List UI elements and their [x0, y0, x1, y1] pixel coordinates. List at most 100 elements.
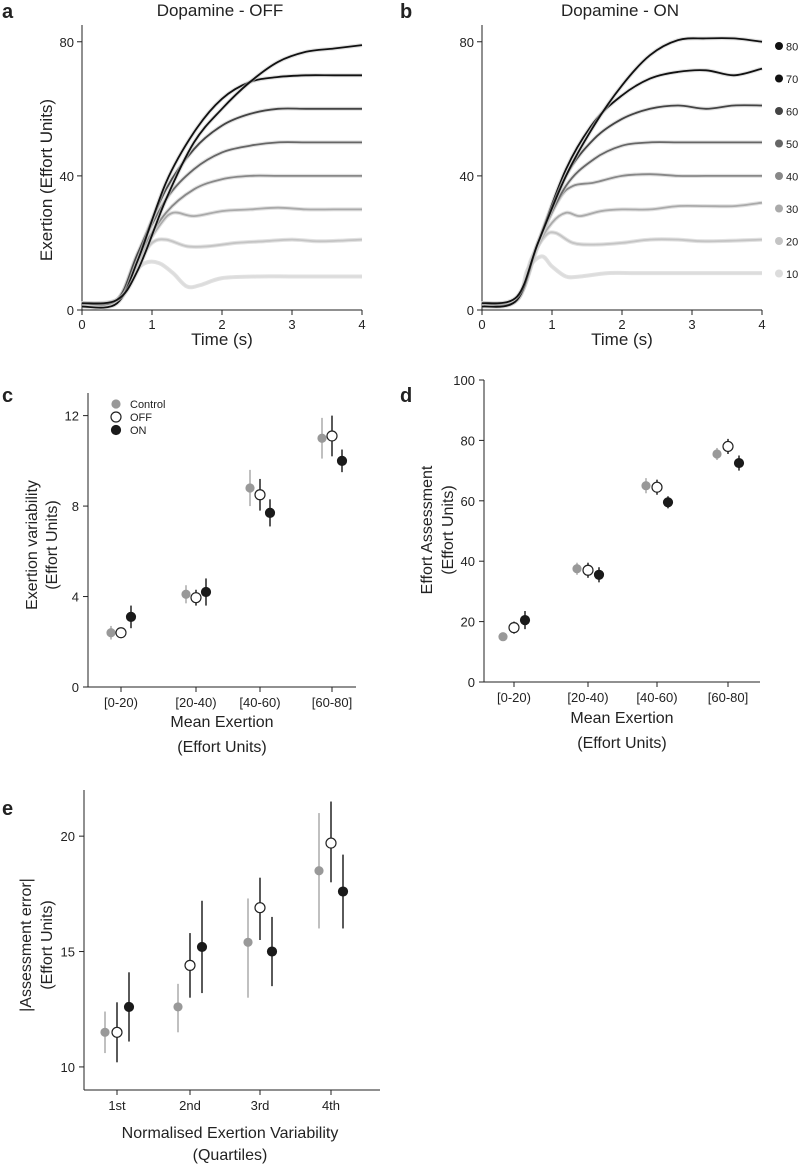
panel-c-ytick-label: 12 — [65, 409, 79, 424]
panel-d-ytick-label: 80 — [461, 433, 475, 448]
panel-b-ytick-label: 40 — [460, 169, 474, 184]
panel-b-xtick-label: 3 — [688, 317, 695, 332]
point-control — [712, 449, 722, 459]
point-control — [245, 483, 255, 493]
series-line-70 — [81, 74, 362, 309]
legend-dot-50 — [775, 139, 783, 148]
panel-c-scatter-chart: Exertion variability (Effort Units) Mean… — [24, 393, 356, 756]
point-on — [264, 507, 276, 518]
legend-label-control: Control — [130, 399, 165, 411]
legend-label-off: OFF — [130, 412, 152, 424]
point-on — [519, 614, 531, 626]
legend-label-20: 20 — [786, 237, 798, 249]
panel-a-xtick-label: 0 — [78, 317, 85, 332]
point-control — [317, 433, 327, 443]
panel-b-xtick-label: 4 — [758, 317, 765, 332]
panel-d-xlabel2: (Effort Units) — [577, 735, 667, 752]
legend-marker-on — [110, 424, 122, 436]
series-band-80 — [481, 36, 763, 306]
panel-b-title: Dopamine - ON — [561, 1, 679, 20]
legend-label-on: ON — [130, 425, 147, 437]
point-control — [243, 937, 253, 947]
panel-d-xtick-label: [20-40) — [567, 690, 608, 705]
panel-a-title: Dopamine - OFF — [157, 1, 284, 20]
point-control — [173, 1002, 183, 1012]
panel-c-ticks: 0 4 8 12 [0-20) [20-40) [40-60) [60-80] — [65, 409, 353, 710]
point-off — [326, 430, 338, 442]
point-off — [254, 902, 266, 914]
point-off — [325, 837, 337, 849]
panel-a-xtick-label: 4 — [358, 317, 365, 332]
panel-d-ytick-label: 60 — [461, 494, 475, 509]
legend-marker-control — [111, 399, 121, 409]
point-control — [100, 1027, 110, 1037]
panel-a-series-layer — [81, 43, 363, 310]
point-off — [184, 959, 196, 971]
legend-label-30: 30 — [786, 204, 798, 216]
series-line-80 — [481, 37, 763, 305]
point-control — [572, 564, 582, 574]
panel-c-points-layer — [106, 415, 348, 640]
legend-label-10: 10 — [786, 269, 798, 281]
panel-d-xtick-label: [60-80] — [708, 690, 748, 705]
panel-d-scatter-chart: Effort Assessment (Effort Units) Mean Ex… — [419, 373, 760, 752]
point-on — [200, 586, 212, 598]
panel-b-ytick-label: 0 — [467, 303, 474, 318]
panel-e-points-layer — [100, 801, 349, 1063]
panel-a-ytick-label: 0 — [67, 303, 74, 318]
point-off — [722, 440, 734, 453]
panel-a-xtick-label: 3 — [288, 317, 295, 332]
panel-letter-b: b — [400, 1, 412, 23]
legend-dot-20 — [775, 237, 783, 245]
legend-dot-30 — [775, 204, 783, 213]
legend-label-40: 40 — [786, 172, 798, 184]
panel-d-ticks: 0 20 40 60 80 100 [0-20) [20-40) [40-60) [60-80] — [453, 373, 748, 705]
panel-d-ytick-label: 100 — [453, 373, 475, 388]
panel-d-xtick-label: [0-20) — [497, 690, 531, 705]
panel-e-scatter-chart: |Assessment error| (Effort Units) Normal… — [18, 790, 380, 1164]
legend-dot-10 — [775, 269, 783, 278]
panel-e-xtick-label: 3rd — [251, 1098, 270, 1113]
panel-c-xlabel: Mean Exertion — [170, 714, 273, 731]
point-on — [123, 1001, 135, 1013]
legend-label-70: 70 — [786, 74, 798, 86]
panel-letter-e: e — [2, 798, 13, 820]
point-control — [498, 632, 508, 642]
panel-e-ylabel2: (Effort Units) — [39, 900, 56, 990]
series-line-20 — [481, 231, 763, 306]
panel-b-xtick-label: 0 — [478, 317, 485, 332]
panel-a-line-chart: Dopamine - OFF Time (s) Exertion (Effort… — [37, 1, 366, 349]
point-off — [582, 564, 594, 576]
panel-e-ylabel: |Assessment error| — [18, 878, 35, 1012]
panel-d-xtick-label: [40-60) — [636, 690, 677, 705]
panel-e-ticks: 10 15 20 1st 2nd 3rd 4th — [61, 829, 341, 1113]
legend-label-50: 50 — [786, 139, 798, 151]
panel-e-xtick-label: 4th — [322, 1098, 340, 1113]
point-on — [196, 941, 208, 953]
series-line-50 — [81, 141, 362, 306]
panel-c-ylabel: Exertion variability — [24, 480, 41, 610]
panel-e-ytick-label: 10 — [61, 1060, 75, 1075]
point-off — [254, 489, 266, 501]
panel-c-xtick-label: [0-20) — [104, 695, 138, 710]
panel-c-xlabel2: (Effort Units) — [177, 739, 267, 756]
panel-b-xtick-label: 2 — [618, 317, 625, 332]
panel-e-xtick-label: 1st — [108, 1098, 126, 1113]
point-off — [651, 481, 663, 493]
legend-label-60: 60 — [786, 107, 798, 119]
panel-e-xlabel2: (Quartiles) — [193, 1147, 268, 1164]
panel-c-ytick-label: 4 — [72, 590, 79, 605]
panel-a-ytick-label: 80 — [60, 35, 74, 50]
panel-d-ytick-label: 20 — [461, 615, 475, 630]
panel-d-ytick-label: 40 — [461, 554, 475, 569]
panel-d-ylabel: Effort Assessment — [419, 465, 436, 594]
point-on — [662, 497, 674, 508]
panel-c-xtick-label: [40-60) — [239, 695, 280, 710]
panel-c-ylabel2: (Effort Units) — [44, 500, 61, 590]
point-on — [125, 611, 137, 622]
